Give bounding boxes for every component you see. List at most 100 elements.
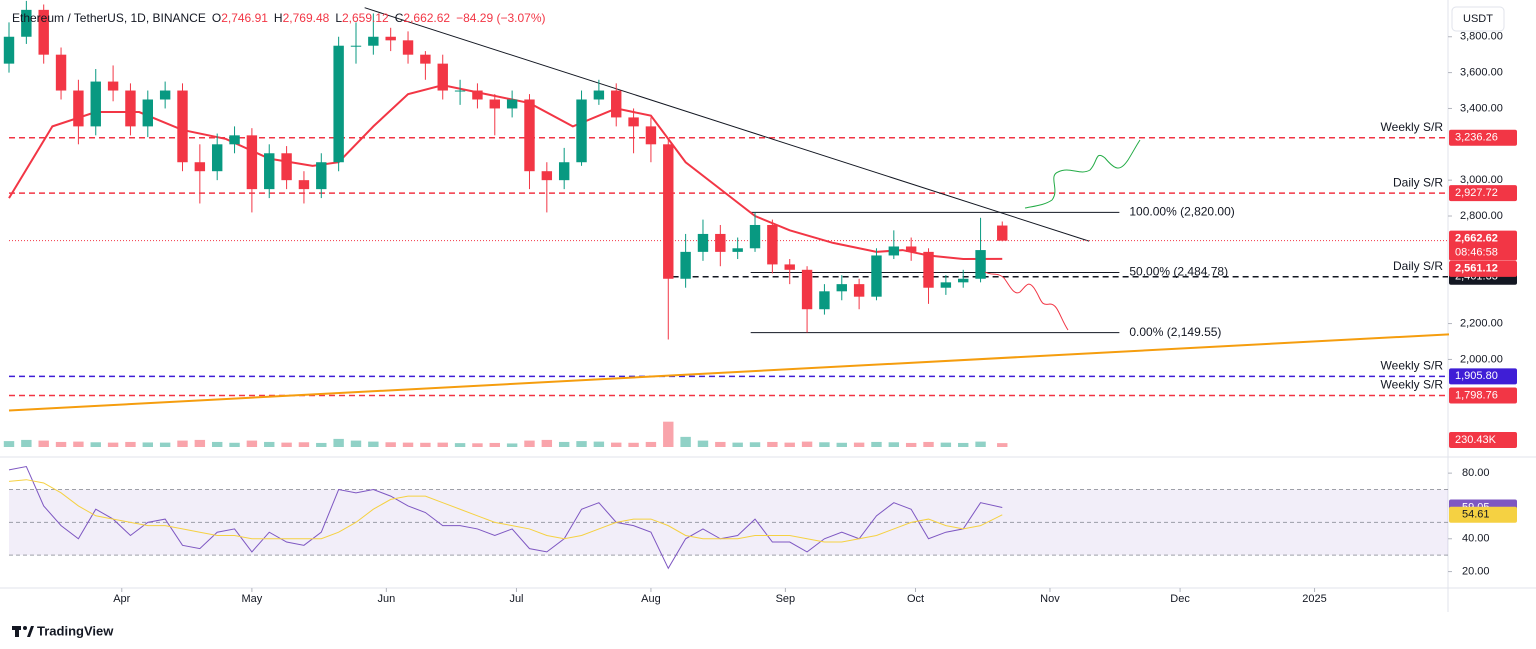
logo-part	[23, 626, 27, 630]
volume-bar	[177, 440, 188, 447]
volume-bar	[611, 442, 622, 447]
volume-bar	[73, 441, 84, 447]
volume-bar	[732, 442, 743, 447]
rsi-y-tick-label: 40.00	[1462, 533, 1490, 545]
candle-body	[558, 162, 570, 181]
volume-bar	[229, 442, 240, 447]
y-tick-label: 3,600.00	[1460, 67, 1503, 79]
volume-bar	[940, 442, 952, 447]
x-tick-label: 2025	[1302, 593, 1326, 605]
ohlc-value: 2,662.62	[403, 11, 450, 25]
y-tick-label: 2,000.00	[1460, 353, 1503, 365]
change: −84.29 (−3.07%)	[456, 11, 545, 25]
x-tick-label: Oct	[907, 593, 924, 605]
currency[interactable]: USDT	[1463, 13, 1493, 25]
fib-label: 100.00% (2,820.00)	[1129, 205, 1234, 219]
x-tick-label: Jul	[509, 593, 523, 605]
x-tick-label: Nov	[1040, 593, 1060, 605]
candle-body	[871, 255, 882, 297]
level-tag-label: 3,236.26	[1455, 132, 1498, 144]
candle-body	[541, 171, 553, 181]
candle-body	[38, 9, 49, 55]
level-tag-label: 1,905.80	[1455, 370, 1498, 382]
currency-box[interactable]	[1451, 6, 1505, 32]
volume-bar	[628, 442, 639, 447]
candle-body	[90, 81, 101, 127]
candle-body	[55, 54, 67, 91]
volume-bar	[576, 441, 587, 447]
volume-bar	[905, 442, 917, 447]
ohlc-value: 2,769.48	[283, 11, 330, 25]
volume-bar	[888, 442, 900, 447]
candle-body	[246, 135, 258, 190]
volume-bar	[368, 441, 379, 447]
rsi-line	[8, 465, 1003, 570]
volume-bar	[454, 443, 466, 447]
volume-bar	[420, 442, 431, 447]
candle-body	[472, 90, 483, 100]
candle-body	[125, 90, 136, 127]
ohlc-key: L	[335, 11, 342, 25]
candle-body	[420, 54, 431, 64]
volume-bar	[298, 442, 310, 447]
brand: TradingView	[37, 623, 114, 638]
volume-bar	[506, 443, 518, 447]
volume-bar	[958, 442, 969, 447]
candle-body	[628, 117, 639, 127]
volume-bar	[524, 440, 535, 447]
candle-body	[194, 162, 206, 172]
candle-body	[3, 36, 15, 64]
candle-body	[697, 233, 709, 252]
axes: Apr May Jun Jul Aug Sep Oct Nov Dec 2025 2,000.00 2…	[113, 31, 1517, 605]
ema-tag-label: 2,561.12	[1455, 263, 1498, 275]
candle-body	[767, 224, 778, 265]
candle-body	[489, 99, 500, 109]
candle-body	[281, 153, 292, 181]
rsi-ma-tag	[1449, 506, 1517, 523]
rsi-ma-line	[8, 479, 1003, 543]
price-pane: Weekly S/R Daily S/R Daily S/R Weekly S/R We…	[3, 0, 1450, 412]
candle-body	[819, 291, 830, 310]
level-name: Weekly S/R	[1381, 358, 1444, 372]
volume-bar	[38, 440, 49, 447]
volume-bar	[437, 442, 448, 447]
y-tick-label: 3,800.00	[1460, 31, 1503, 43]
candle-body	[853, 284, 865, 297]
volume-bar	[350, 440, 362, 447]
volume-bar	[784, 442, 795, 447]
brand-logo	[12, 626, 34, 637]
level-tag-label: 2,927.72	[1455, 187, 1498, 199]
candle-body	[159, 90, 171, 100]
candle-body	[611, 90, 622, 118]
volume-bar	[997, 443, 1008, 447]
volume-bar	[680, 436, 691, 447]
candle-body	[836, 284, 847, 292]
volume-bar	[3, 441, 15, 447]
candle-body	[229, 135, 240, 145]
candle-body	[997, 225, 1008, 241]
ema-tag	[1449, 260, 1517, 277]
volume-bar	[836, 442, 847, 447]
price-tag	[1449, 230, 1517, 261]
candle-body	[784, 264, 795, 270]
header: Ethereum / TetherUS, 1D, BINANCE O2,746.9…	[12, 11, 546, 25]
volume-bar	[194, 439, 206, 447]
candle-body	[107, 81, 119, 91]
volume-bar	[125, 441, 136, 447]
symbol: Ethereum / TetherUS, 1D, BINANCE	[12, 11, 206, 25]
rsi-band	[9, 489, 1448, 556]
level-tag	[1449, 387, 1517, 404]
level-name: Weekly S/R	[1381, 378, 1444, 392]
ohlc-key: C	[395, 11, 404, 25]
y-tick-label: 3,400.00	[1460, 102, 1503, 114]
candle-body	[333, 45, 344, 163]
volume-bar	[246, 440, 258, 447]
volume-bar	[645, 441, 657, 447]
ohlc-key: O	[212, 11, 221, 25]
volume-bar	[767, 441, 778, 447]
candle-body	[454, 90, 466, 92]
trendline	[8, 333, 1450, 412]
volume-bar	[975, 441, 986, 447]
